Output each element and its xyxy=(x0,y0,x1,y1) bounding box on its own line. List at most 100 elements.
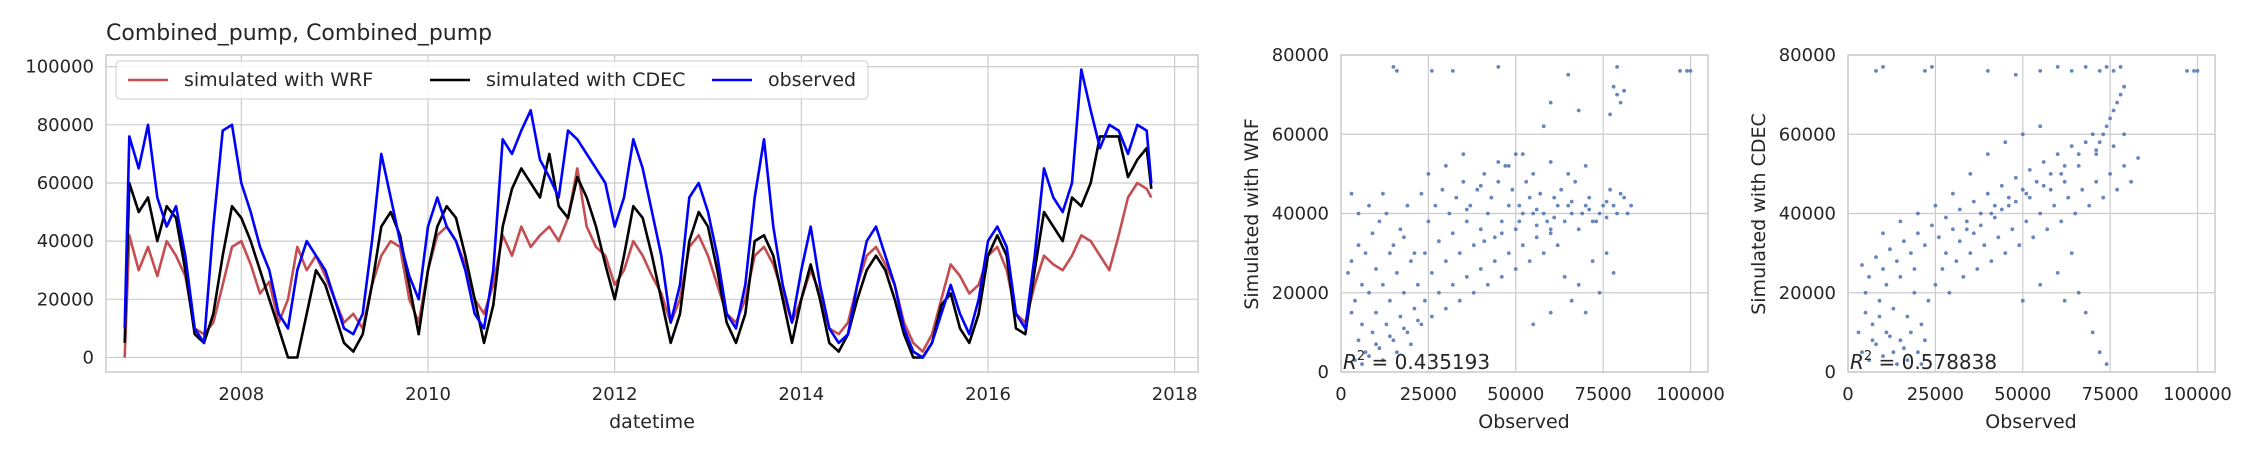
scatter-point xyxy=(1930,65,1934,69)
scatter-point xyxy=(1402,290,1406,295)
scatter-point xyxy=(1402,235,1406,240)
scatter-point xyxy=(1423,298,1427,303)
scatter-point xyxy=(2034,179,2039,184)
x-tick-label: 25000 xyxy=(1907,384,1964,405)
scatter-point xyxy=(1419,322,1424,327)
scatter-point xyxy=(1363,251,1368,256)
scatter-point xyxy=(1622,88,1626,93)
scatter-point xyxy=(1349,310,1354,315)
scatter-point xyxy=(2083,140,2088,145)
scatter-cdec-y-axis-label: Simulated with CDEC xyxy=(1748,113,1770,315)
r2-superscript: 2 xyxy=(1357,349,1365,364)
scatter-point xyxy=(1381,358,1385,362)
scatter-point xyxy=(1933,282,1938,287)
scatter-point xyxy=(1909,251,1913,256)
scatter-point xyxy=(1388,298,1392,303)
timeseries-grid xyxy=(106,55,1198,372)
x-tick-label: 0 xyxy=(1335,384,1346,405)
legend-frame xyxy=(115,60,869,100)
y-tick-label: 40000 xyxy=(1272,204,1329,225)
r2-value: = 0.435193 xyxy=(1365,350,1490,374)
scatter-point xyxy=(2076,152,2081,157)
scatter-point xyxy=(1437,239,1441,244)
scatter-point xyxy=(2055,65,2060,69)
scatter-point xyxy=(1395,69,1399,73)
scatter-point xyxy=(1349,259,1354,263)
scatter-point xyxy=(1461,152,1466,157)
scatter-point xyxy=(1499,275,1504,279)
scatter-point xyxy=(1566,203,1571,208)
scatter-point xyxy=(2024,191,2029,196)
y-tick-label: 20000 xyxy=(37,289,94,310)
scatter-point xyxy=(1583,310,1588,315)
scatter-point xyxy=(1891,306,1896,311)
scatter-wrf-points xyxy=(1346,65,1693,366)
scatter-point xyxy=(1583,203,1588,208)
scatter-point xyxy=(1527,259,1532,263)
scatter-point xyxy=(2069,251,2074,256)
scatter-point xyxy=(1867,358,1871,362)
scatter-point xyxy=(1398,227,1403,232)
scatter-point xyxy=(2185,69,2189,73)
y-tick-label: 80000 xyxy=(1779,45,1836,66)
scatter-point xyxy=(1360,322,1364,327)
x-tick-label: 100000 xyxy=(2163,384,2232,405)
y-tick-label: 60000 xyxy=(37,173,94,194)
scatter-point xyxy=(1999,183,2004,188)
scatter-point xyxy=(2073,211,2078,216)
scatter-point xyxy=(1947,290,1952,295)
scatter-point xyxy=(1409,259,1413,263)
y-tick-label: 40000 xyxy=(1779,204,1836,225)
scatter-point xyxy=(1860,263,1864,267)
scatter-point xyxy=(1587,195,1592,200)
scatter-point xyxy=(1881,267,1885,271)
scatter-point xyxy=(1919,362,1924,366)
scatter-point xyxy=(1580,211,1585,216)
scatter-point xyxy=(2055,152,2060,157)
scatter-point xyxy=(2041,183,2046,188)
scatter-point xyxy=(1416,318,1420,323)
scatter-point xyxy=(1374,342,1378,347)
y-tick-label: 80000 xyxy=(37,115,94,136)
y-tick-label: 60000 xyxy=(1779,124,1836,145)
scatter-point xyxy=(2101,195,2106,200)
timeseries-x-ticks: 2008 2010 2012 2014 2016 2018 xyxy=(218,384,1197,405)
scatter-point xyxy=(1541,211,1546,216)
scatter-point xyxy=(1566,172,1571,176)
scatter-point xyxy=(1412,306,1417,311)
scatter-point xyxy=(1485,211,1490,216)
scatter-point xyxy=(2066,195,2071,200)
scatter-point xyxy=(1405,330,1410,335)
scatter-point xyxy=(1457,298,1462,303)
x-tick-label: 2014 xyxy=(778,384,824,405)
scatter-point xyxy=(1496,65,1501,69)
scatter-point xyxy=(1618,100,1623,105)
scatter-point xyxy=(1881,65,1885,69)
scatter-point xyxy=(1562,275,1567,279)
scatter-point xyxy=(1884,330,1889,335)
scatter-point xyxy=(1888,247,1892,252)
scatter-point xyxy=(1625,211,1630,216)
scatter-point xyxy=(1520,152,1525,157)
x-tick-label: 2018 xyxy=(1152,384,1198,405)
r2-symbol: R xyxy=(1343,350,1357,374)
scatter-point xyxy=(2010,227,2015,232)
scatter-point xyxy=(2062,164,2067,168)
scatter-point xyxy=(1430,69,1434,73)
scatter-point xyxy=(1457,251,1462,256)
scatter-point xyxy=(1989,259,1994,263)
scatter-point xyxy=(1877,314,1882,319)
scatter-point xyxy=(1870,322,1875,327)
scatter-point xyxy=(1608,112,1612,117)
scatter-point xyxy=(2062,179,2067,184)
scatter-point xyxy=(1552,215,1557,220)
x-tick-label: 2010 xyxy=(405,384,451,405)
scatter-point xyxy=(2069,69,2074,73)
scatter-point xyxy=(1513,152,1518,157)
scatter-point xyxy=(1576,282,1581,287)
scatter-point xyxy=(1384,211,1389,216)
scatter-point xyxy=(1524,179,1529,184)
r2-symbol: R xyxy=(1850,350,1864,374)
scatter-point xyxy=(1356,211,1361,216)
